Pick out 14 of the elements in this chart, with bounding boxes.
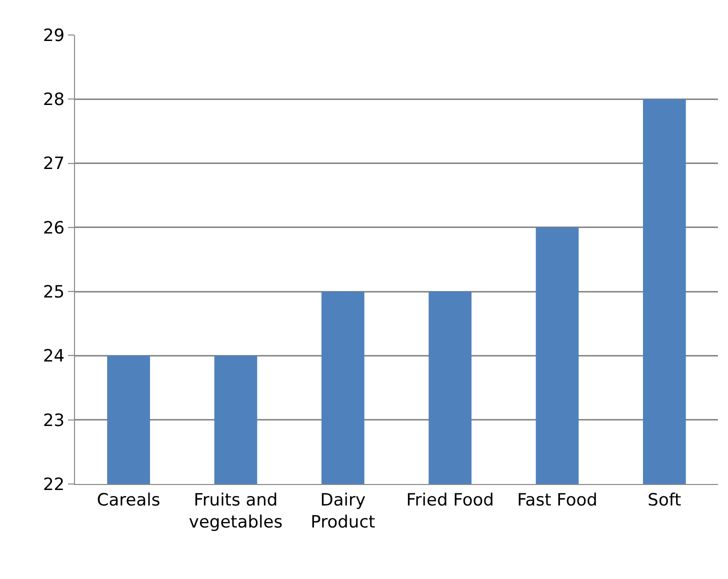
x-tick-label: Careals xyxy=(96,490,160,510)
y-tick-label: 22 xyxy=(42,474,65,495)
x-tick-label: Fried Food xyxy=(406,490,494,510)
y-tick-label: 23 xyxy=(42,410,65,431)
y-tick-label: 28 xyxy=(42,90,65,110)
x-tick-label: Fruits and vegetables xyxy=(188,490,283,532)
x-tick-label: Dairy Product xyxy=(310,490,376,532)
y-tick-label: 27 xyxy=(42,154,65,174)
x-tick-label: Soft xyxy=(648,490,682,510)
y-tick-label: 24 xyxy=(42,346,65,367)
y-tick-label: 26 xyxy=(42,218,65,238)
y-tick-label: 29 xyxy=(42,26,65,46)
y-tick-label: 25 xyxy=(42,282,65,303)
x-tick-label: Fast Food xyxy=(517,490,598,510)
